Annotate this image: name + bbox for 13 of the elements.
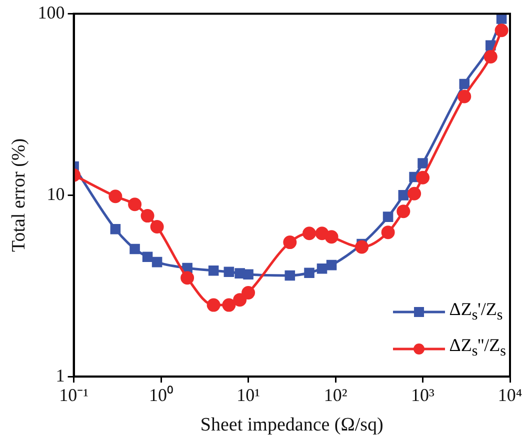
y-tick-label: 10 bbox=[46, 184, 65, 204]
x-tick-label: 10⁰ bbox=[149, 385, 174, 406]
x-tick-label: 10¹ bbox=[236, 385, 260, 406]
x-tick-label: 10⁻¹ bbox=[59, 385, 89, 406]
x-tick-label: 10³ bbox=[411, 385, 436, 406]
y-axis-title: Total error (%) bbox=[8, 138, 30, 252]
legend-label: ΔZ$_{s}$''/Z$_{s}$ bbox=[449, 334, 506, 362]
x-axis-title: Sheet impedance (Ω/sq) bbox=[200, 414, 384, 436]
x-tick-label: 10⁴ bbox=[498, 385, 522, 406]
y-tick-label: 100 bbox=[38, 2, 65, 23]
legend-label: ΔZ$_{s}$'/Z$_{s}$ bbox=[449, 298, 503, 326]
x-tick-label: 10² bbox=[324, 385, 348, 406]
y-tick-label: 1 bbox=[56, 365, 65, 386]
